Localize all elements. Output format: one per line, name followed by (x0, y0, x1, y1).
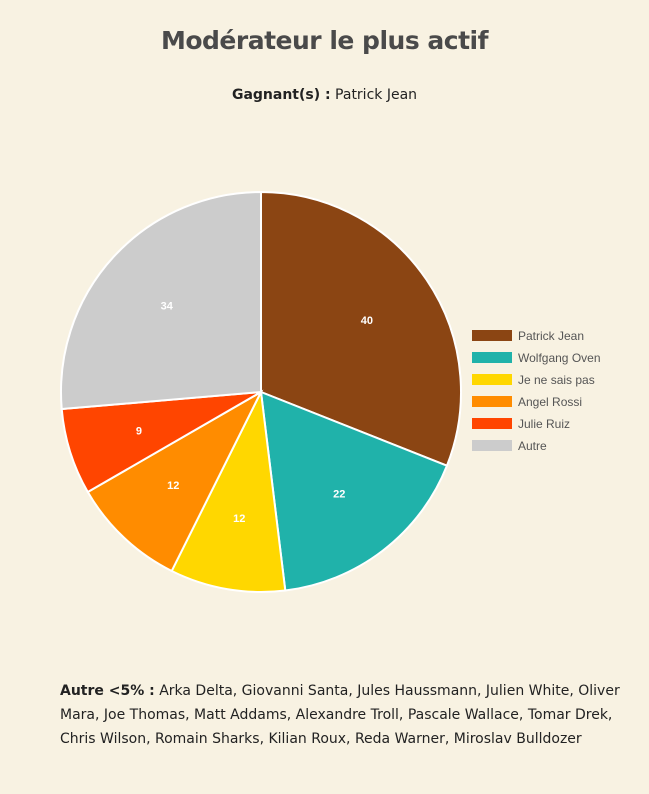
legend-item-patrick-jean: Patrick Jean (472, 329, 584, 343)
others-names: Arka Delta, Giovanni Santa, Jules Haussm… (60, 683, 620, 747)
chart-title: Modérateur le plus actif (160, 26, 489, 55)
legend-swatch (472, 440, 512, 451)
legend-item-je-ne-sais-pas: Je ne sais pas (472, 373, 595, 387)
legend-item-angel-rossi: Angel Rossi (472, 395, 582, 409)
legend-swatch (472, 374, 512, 385)
legend-item-autre: Autre (472, 439, 547, 453)
pie-slice-patrick-jean (260, 190, 462, 468)
pie-slice-angel-rossi (86, 389, 264, 573)
legend-label: Je ne sais pas (518, 373, 595, 387)
legend-item-julie-ruiz: Julie Ruiz (472, 417, 570, 431)
legend-label: Patrick Jean (518, 329, 584, 343)
winner-label: Gagnant(s) : (231, 87, 331, 103)
slice-value-label: 12 (233, 513, 245, 525)
chart-legend: Patrick Jean Wolfgang Oven Je ne sais pas A… (472, 329, 601, 453)
legend-label: Julie Ruiz (518, 417, 570, 431)
slice-value-label: 22 (333, 488, 345, 500)
legend-swatch (472, 352, 512, 363)
winner-line: Gagnant(s) : Patrick Jean (0, 87, 649, 103)
pie-slices (60, 190, 462, 593)
pie-slice-je-ne-sais-pas (170, 388, 287, 593)
legend-label: Angel Rossi (518, 395, 582, 409)
pie-slice-autre (60, 190, 262, 411)
others-note: Autre <5% : Arka Delta, Giovanni Santa, … (60, 679, 620, 751)
slice-value-label: 40 (361, 315, 373, 327)
slice-value-label: 9 (136, 425, 142, 437)
pie-slice-labels: 40 22 12 12 9 34 (136, 300, 373, 525)
legend-swatch (472, 330, 512, 341)
others-label: Autre <5% : (60, 683, 155, 699)
winner-value: Patrick Jean (335, 87, 418, 103)
pie-chart: 40 22 12 12 9 34 Patrick Jean Wolfgang Oven Je … (60, 190, 601, 593)
legend-label: Autre (518, 439, 547, 453)
legend-swatch (472, 418, 512, 429)
pie-slice-wolfgang-oven (259, 390, 449, 592)
legend-label: Wolfgang Oven (518, 351, 601, 365)
slice-value-label: 12 (167, 480, 179, 492)
legend-swatch (472, 396, 512, 407)
slice-value-label: 34 (161, 300, 174, 312)
legend-item-wolfgang-oven: Wolfgang Oven (472, 351, 601, 365)
